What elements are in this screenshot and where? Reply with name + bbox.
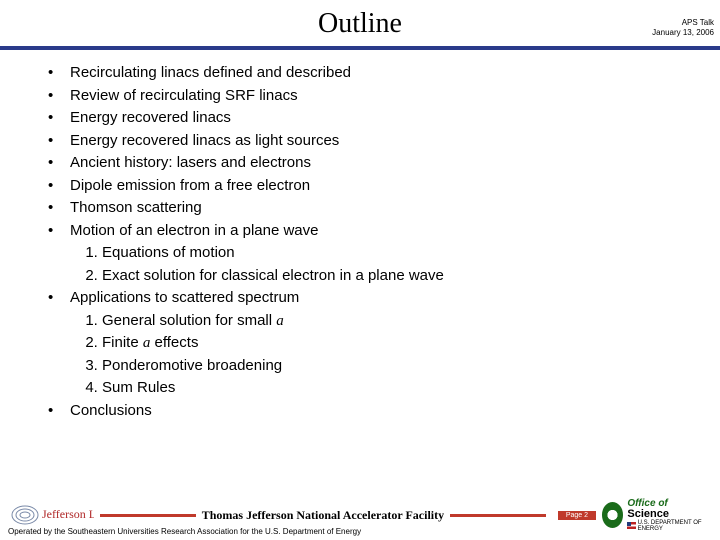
page-badge: Page 2 xyxy=(558,511,596,520)
outline-subitem: Equations of motion xyxy=(102,242,680,265)
outline-item: Energy recovered linacs as light sources xyxy=(48,130,680,153)
outline-sublist: Equations of motionExact solution for cl… xyxy=(48,242,680,287)
doe-seal-icon xyxy=(602,502,623,528)
svg-text:Jefferson Lab: Jefferson Lab xyxy=(42,507,94,521)
outline-item: Dipole emission from a free electron xyxy=(48,175,680,198)
footer: Jefferson Lab Thomas Jefferson National … xyxy=(0,488,720,540)
header-meta-line1: APS Talk xyxy=(652,18,714,28)
outline-list: Recirculating linacs defined and describ… xyxy=(48,62,680,422)
doe-science: Science xyxy=(627,508,669,520)
outline-subitem: Sum Rules xyxy=(102,377,680,400)
doe-logo: Office of Science U.S. DEPARTMENT OF ENE… xyxy=(602,498,712,532)
outline-item: Thomson scattering xyxy=(48,197,680,220)
outline-subitem: Ponderomotive broadening xyxy=(102,355,680,378)
outline-content: Recirculating linacs defined and describ… xyxy=(0,50,720,422)
outline-item: Recirculating linacs defined and describ… xyxy=(48,62,680,85)
outline-sublist: General solution for small aFinite a eff… xyxy=(48,310,680,400)
doe-subline: U.S. DEPARTMENT OF ENERGY xyxy=(627,520,712,532)
header-meta: APS Talk January 13, 2006 xyxy=(652,18,714,37)
outline-subitem: Exact solution for classical electron in… xyxy=(102,265,680,288)
outline-item: Motion of an electron in a plane wave xyxy=(48,220,680,243)
footer-line-right xyxy=(450,514,546,517)
outline-subitem: General solution for small a xyxy=(102,310,680,333)
outline-item: Conclusions xyxy=(48,400,680,423)
footer-line-left xyxy=(100,514,196,517)
outline-item: Review of recirculating SRF linacs xyxy=(48,85,680,108)
header-meta-line2: January 13, 2006 xyxy=(652,28,714,38)
slide-title: Outline xyxy=(0,0,720,40)
outline-item: Energy recovered linacs xyxy=(48,107,680,130)
doe-dept-text: U.S. DEPARTMENT OF ENERGY xyxy=(638,520,712,532)
jlab-logo: Jefferson Lab xyxy=(10,502,94,528)
operated-by: Operated by the Southeastern Universitie… xyxy=(8,527,361,536)
facility-name: Thomas Jefferson National Accelerator Fa… xyxy=(202,508,444,523)
outline-item: Applications to scattered spectrum xyxy=(48,287,680,310)
us-flag-icon xyxy=(627,522,635,529)
outline-subitem: Finite a effects xyxy=(102,332,680,355)
outline-item: Ancient history: lasers and electrons xyxy=(48,152,680,175)
